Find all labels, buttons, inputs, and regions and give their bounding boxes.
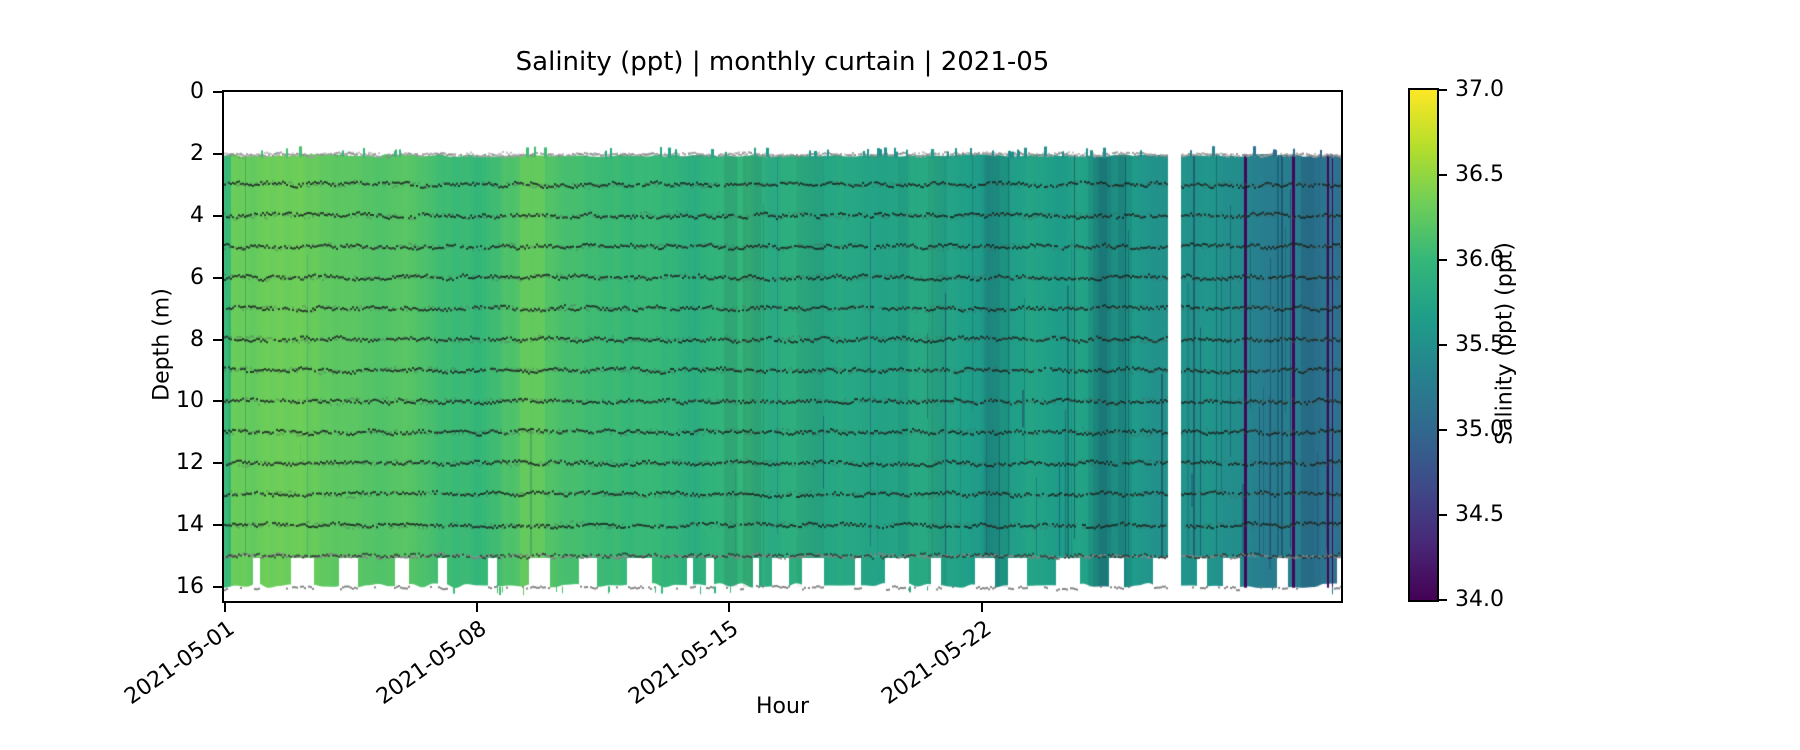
colorbar-tick-mark [1439, 259, 1447, 261]
colorbar-tick-label: 37.0 [1455, 77, 1504, 102]
y-tick-label: 2 [190, 140, 204, 166]
y-tick-label: 12 [176, 450, 204, 476]
y-tick-label: 10 [176, 388, 204, 414]
y-tick-mark [213, 524, 222, 527]
y-tick-mark [213, 586, 222, 589]
y-tick-mark [213, 276, 222, 279]
y-tick-label: 6 [190, 264, 204, 290]
colorbar-tick-label: 34.0 [1455, 587, 1504, 612]
colorbar-tick-label: 36.0 [1455, 247, 1504, 272]
x-tick-mark [224, 603, 226, 612]
chart-title: Salinity (ppt) | monthly curtain | 2021-… [515, 47, 1050, 77]
colorbar-tick-mark [1439, 514, 1447, 516]
x-tick-mark [476, 603, 479, 612]
colorbar-gradient [1410, 90, 1437, 600]
y-tick-mark [213, 91, 222, 93]
y-tick-label: 16 [176, 574, 204, 600]
y-tick-label: 8 [190, 326, 204, 352]
colorbar-tick-label: 34.5 [1455, 502, 1504, 527]
x-axis-label: Hour [756, 694, 809, 719]
colorbar-tick-mark [1439, 174, 1447, 176]
y-tick-mark [213, 214, 222, 217]
x-tick-label: 2021-05-01 [120, 616, 240, 710]
colorbar-tick-label: 35.5 [1455, 332, 1504, 357]
y-tick-mark [213, 152, 222, 155]
y-tick-mark [213, 462, 222, 465]
colorbar-label: Salinity (ppt) (ppt) [1492, 242, 1518, 445]
x-tick-mark [980, 603, 983, 612]
colorbar-tick-mark [1439, 89, 1447, 91]
y-tick-mark [213, 400, 222, 403]
colorbar-tick-label: 35.0 [1455, 417, 1504, 442]
y-tick-mark [213, 338, 222, 341]
colorbar-tick-mark [1439, 599, 1447, 601]
y-tick-label: 14 [176, 512, 204, 538]
colorbar-tick-mark [1439, 429, 1447, 431]
curtain-heatmap [224, 92, 1341, 601]
colorbar-tick-label: 36.5 [1455, 162, 1504, 187]
x-tick-mark [728, 603, 731, 612]
colorbar-tick-mark [1439, 344, 1447, 346]
y-tick-label: 0 [190, 79, 204, 104]
y-tick-label: 4 [190, 202, 204, 228]
